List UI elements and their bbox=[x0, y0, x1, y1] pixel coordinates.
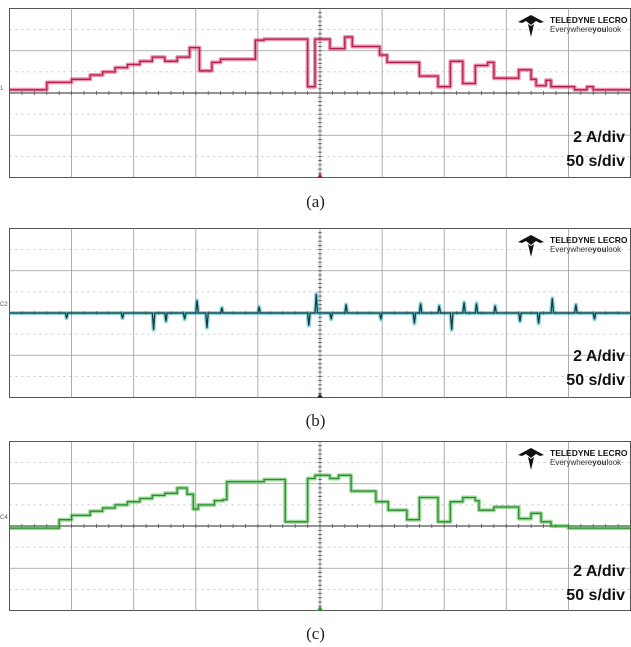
brand-tagline: Everywhereyoulook bbox=[550, 245, 622, 254]
scale-time-c: 50 s/div bbox=[566, 587, 625, 604]
brand-logo-b: TELEDYNE LECRO Everywhereyoulook bbox=[516, 232, 631, 262]
brand-logo-a: TELEDYNE LECRO Everywhereyoulook bbox=[516, 12, 631, 42]
lecroy-logo-icon bbox=[518, 448, 544, 470]
trace-line bbox=[9, 36, 631, 91]
caption-a: (a) bbox=[306, 192, 325, 211]
scale-time-b: 50 s/div bbox=[566, 372, 625, 389]
caption-b: (b) bbox=[305, 411, 326, 430]
brand-name: TELEDYNE LECRO bbox=[550, 235, 628, 245]
trigger-marker bbox=[317, 393, 323, 398]
scope-screen-a bbox=[9, 8, 631, 178]
channel-marker-b: C2 bbox=[0, 302, 8, 308]
brand-tagline: Everywhereyoulook bbox=[550, 25, 622, 34]
brand-name: TELEDYNE LECRO bbox=[550, 448, 628, 458]
scale-labels-b: 2 A/div 50 s/div bbox=[566, 345, 625, 393]
scope-screen-b bbox=[9, 228, 631, 398]
scale-labels-a: 2 A/div 50 s/div bbox=[566, 126, 625, 174]
scope-screen-c bbox=[9, 441, 631, 611]
caption-c: (c) bbox=[306, 624, 325, 643]
scope-plot-c bbox=[9, 441, 631, 611]
trace-line bbox=[9, 474, 631, 529]
brand-logo-c: TELEDYNE LECRO Everywhereyoulook bbox=[516, 445, 631, 475]
scale-time-a: 50 s/div bbox=[566, 153, 625, 170]
scale-labels-c: 2 A/div 50 s/div bbox=[566, 560, 625, 608]
channel-marker-c: C4 bbox=[0, 515, 8, 521]
brand-tagline: Everywhereyoulook bbox=[550, 458, 622, 467]
brand-name: TELEDYNE LECRO bbox=[550, 15, 628, 25]
scope-plot-a bbox=[9, 8, 631, 178]
lecroy-logo-icon bbox=[518, 235, 544, 257]
channel-marker-a: 1 bbox=[0, 86, 4, 92]
trigger-marker bbox=[317, 173, 323, 178]
scale-current-c: 2 A/div bbox=[573, 563, 625, 580]
trigger-marker bbox=[317, 606, 323, 611]
trace-line bbox=[9, 293, 631, 330]
scope-plot-b bbox=[9, 228, 631, 398]
scale-current-b: 2 A/div bbox=[573, 348, 625, 365]
scale-current-a: 2 A/div bbox=[573, 129, 625, 146]
lecroy-logo-icon bbox=[518, 15, 544, 37]
